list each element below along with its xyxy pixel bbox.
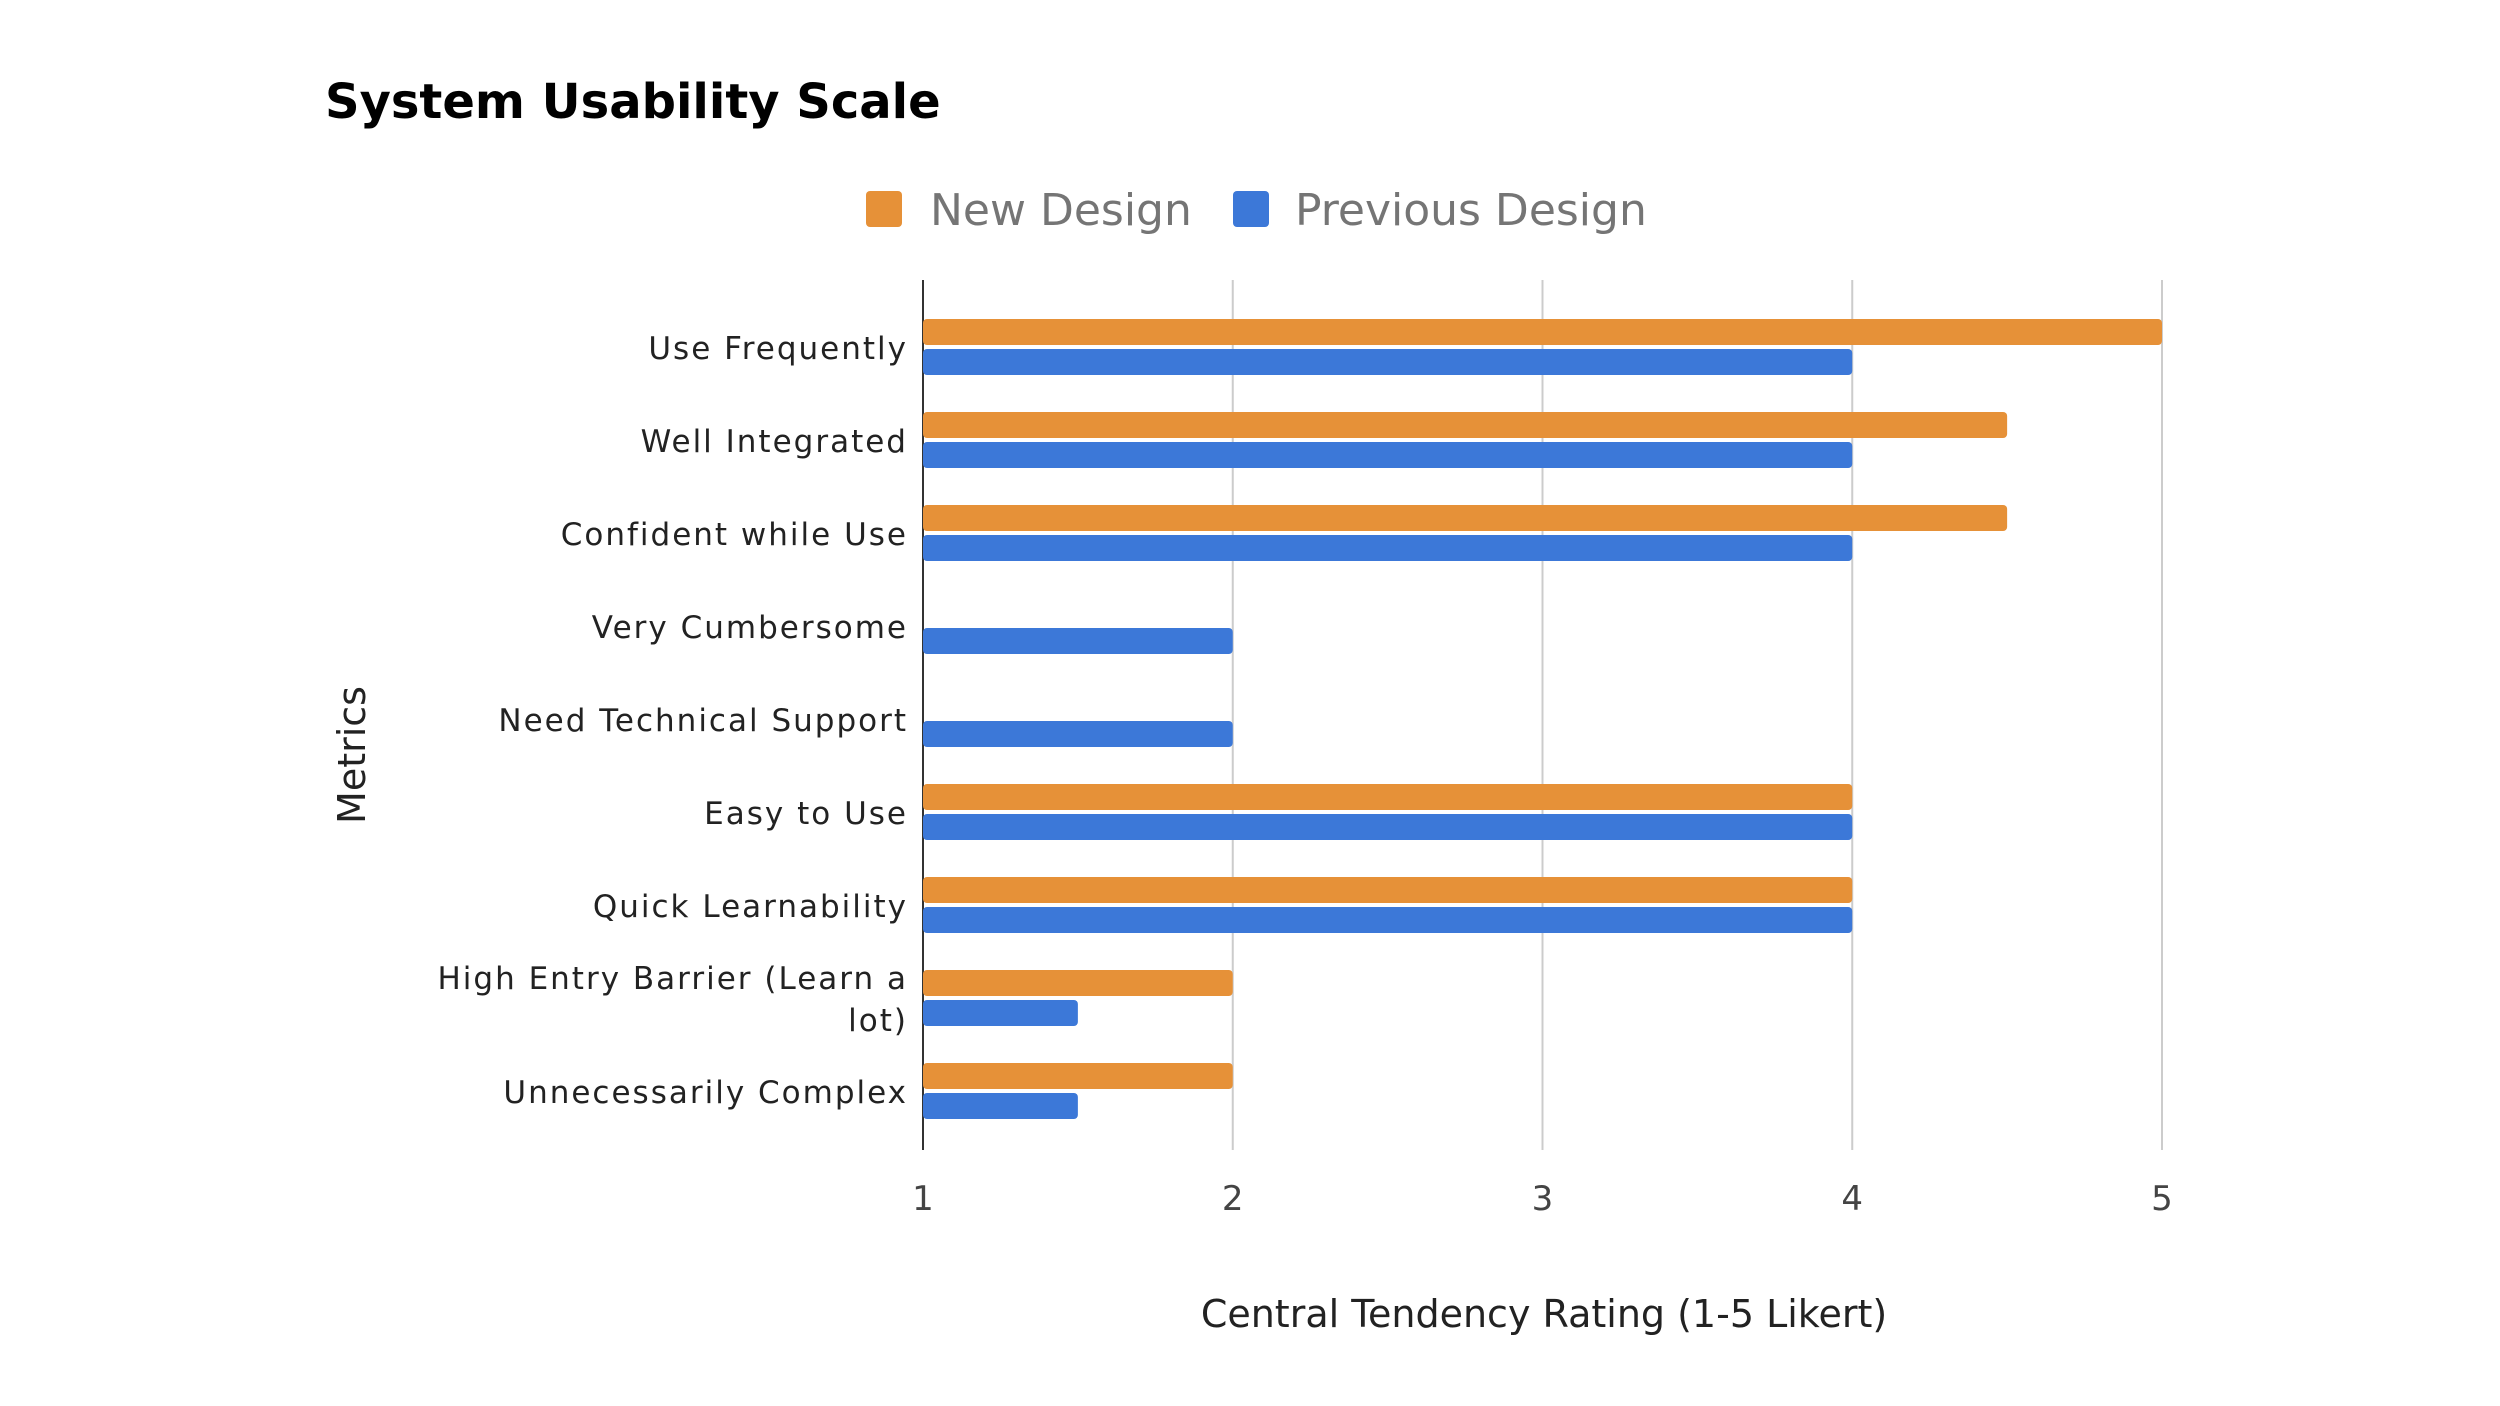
category-label: Unnecessarily Complex bbox=[503, 1075, 908, 1111]
bar-previous-design[interactable] bbox=[923, 442, 1853, 468]
category-labels: Use Frequently Well Integrated Confident w… bbox=[437, 331, 908, 1111]
y-axis-title: Metrics bbox=[330, 686, 374, 824]
bar-previous-design[interactable] bbox=[923, 814, 1853, 840]
bar-previous-design[interactable] bbox=[923, 721, 1233, 747]
bar-previous-design[interactable] bbox=[923, 1000, 1078, 1026]
chart-title: System Usability Scale bbox=[325, 74, 941, 130]
x-tick-labels: 1 2 3 4 5 bbox=[912, 1179, 2173, 1219]
bar-previous-design[interactable] bbox=[923, 628, 1233, 654]
x-tick-label: 1 bbox=[912, 1179, 934, 1219]
legend-label[interactable]: New Design bbox=[930, 185, 1192, 236]
x-tick-label: 5 bbox=[2151, 1179, 2173, 1219]
category-label: Very Cumbersome bbox=[592, 610, 908, 646]
gridlines bbox=[922, 280, 2163, 1150]
bars bbox=[923, 319, 2162, 1119]
bar-new-design[interactable] bbox=[923, 1063, 1233, 1089]
bar-new-design[interactable] bbox=[923, 784, 1853, 810]
legend-label[interactable]: Previous Design bbox=[1295, 185, 1647, 236]
bar-previous-design[interactable] bbox=[923, 907, 1853, 933]
bar-new-design[interactable] bbox=[923, 412, 2008, 438]
bar-previous-design[interactable] bbox=[923, 1093, 1078, 1119]
legend-swatch[interactable] bbox=[866, 191, 902, 227]
x-tick-label: 4 bbox=[1841, 1179, 1863, 1219]
bar-previous-design[interactable] bbox=[923, 535, 1853, 561]
category-label: Quick Learnability bbox=[593, 889, 908, 925]
category-label: Use Frequently bbox=[648, 331, 908, 367]
bar-new-design[interactable] bbox=[923, 877, 1853, 903]
category-label: lot) bbox=[848, 1003, 908, 1039]
x-tick-label: 2 bbox=[1222, 1179, 1244, 1219]
bar-previous-design[interactable] bbox=[923, 349, 1853, 375]
category-label: Confident while Use bbox=[561, 517, 908, 553]
category-label: Need Technical Support bbox=[498, 703, 908, 739]
bar-new-design[interactable] bbox=[923, 505, 2008, 531]
bar-new-design[interactable] bbox=[923, 319, 2162, 345]
category-label: Well Integrated bbox=[641, 424, 908, 460]
category-label: High Entry Barrier (Learn a bbox=[437, 961, 908, 997]
bar-new-design[interactable] bbox=[923, 970, 1233, 996]
x-tick-label: 3 bbox=[1532, 1179, 1554, 1219]
category-label: Easy to Use bbox=[704, 796, 908, 832]
legend-swatch[interactable] bbox=[1233, 191, 1269, 227]
legend[interactable]: New Design Previous Design bbox=[866, 185, 1647, 236]
x-axis-title: Central Tendency Rating (1-5 Likert) bbox=[1201, 1292, 1887, 1336]
